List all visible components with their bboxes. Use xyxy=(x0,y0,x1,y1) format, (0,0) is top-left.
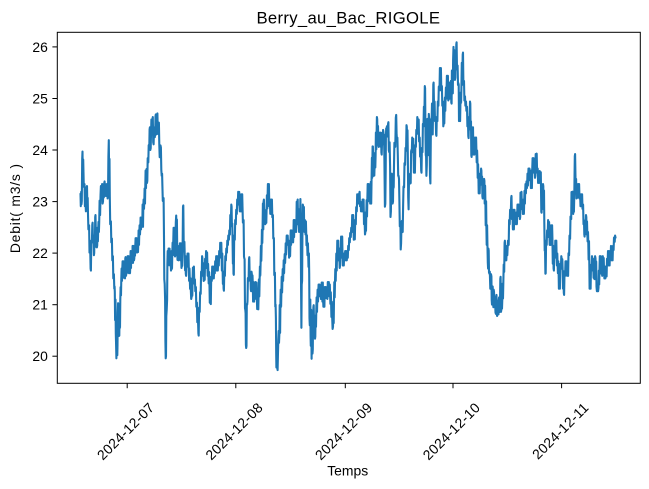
svg-text:22: 22 xyxy=(32,245,48,261)
svg-text:26: 26 xyxy=(32,39,48,55)
svg-text:Debit( m3/s ): Debit( m3/s ) xyxy=(7,163,23,253)
svg-text:Berry_au_Bac_RIGOLE: Berry_au_Bac_RIGOLE xyxy=(257,9,441,28)
svg-text:25: 25 xyxy=(32,90,48,106)
svg-text:23: 23 xyxy=(32,194,48,210)
svg-text:24: 24 xyxy=(32,142,48,158)
svg-text:21: 21 xyxy=(32,297,48,313)
svg-text:20: 20 xyxy=(32,348,48,364)
svg-text:Temps: Temps xyxy=(327,463,368,479)
